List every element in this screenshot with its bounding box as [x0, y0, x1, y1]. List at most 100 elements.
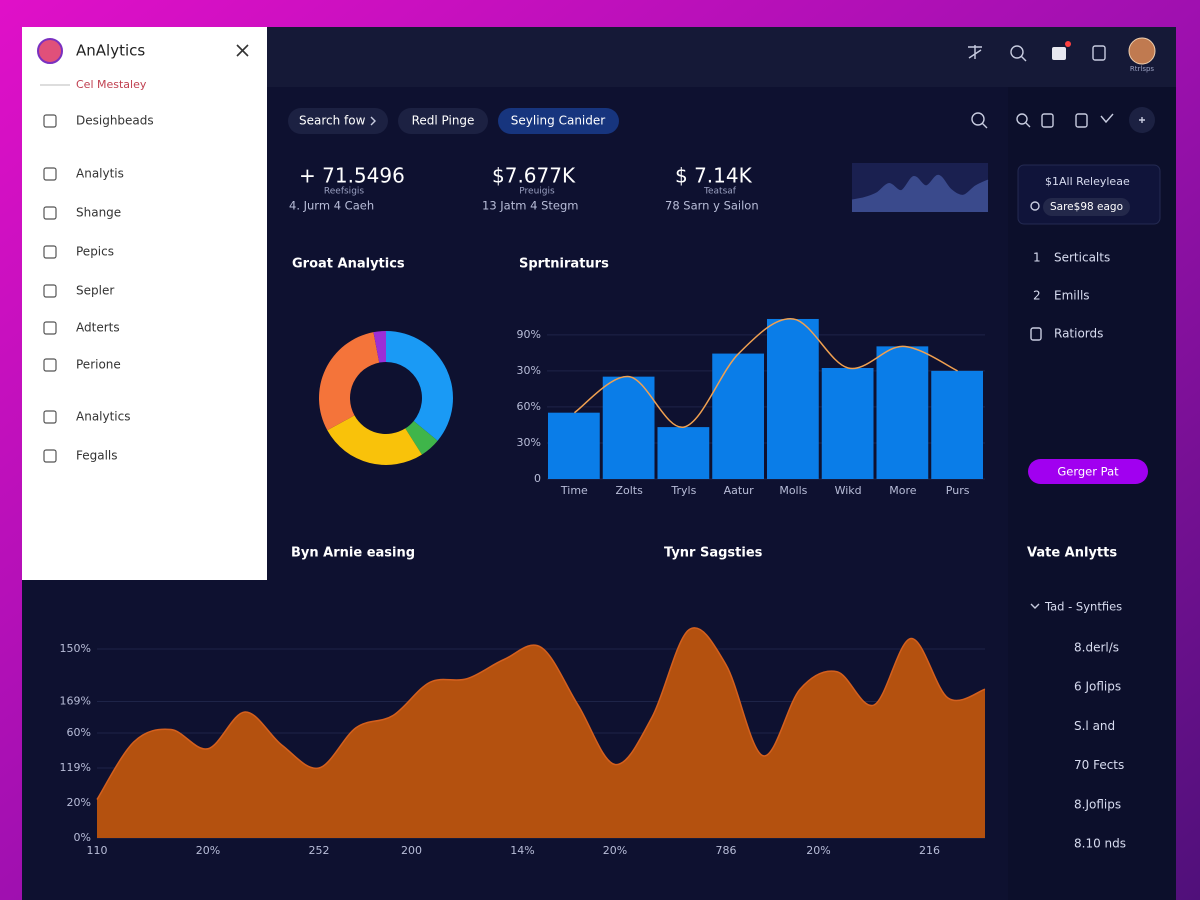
menu-icon	[43, 284, 57, 298]
menu-item[interactable]: Adterts	[76, 321, 120, 335]
x-tick-label: Purs	[946, 484, 970, 497]
kpi-detail: 78 Sarn y Sailon	[665, 199, 759, 213]
list-label: Serticalts	[1054, 251, 1110, 265]
list-label: Emills	[1054, 289, 1090, 303]
area	[97, 627, 985, 838]
group-item: S.l and	[1074, 719, 1115, 733]
charts: Groat Analytics Sprtniraturs 0 30% 60% 30% 90%…	[60, 174, 989, 857]
x-tick-label: 786	[716, 844, 737, 857]
y-tick-label: 150%	[60, 642, 91, 655]
panel-title: $1All Releyleae	[1045, 175, 1130, 188]
badge	[1065, 41, 1071, 47]
pill[interactable]	[398, 108, 488, 134]
group-title: Tad - Syntfies	[1044, 600, 1122, 614]
donut-slice	[373, 331, 386, 363]
x-tick-label: 110	[87, 844, 108, 857]
zoom-icon[interactable]	[1016, 113, 1028, 125]
top-icons[interactable]	[968, 37, 1156, 65]
print-icon[interactable]	[1075, 113, 1088, 128]
area	[852, 175, 988, 212]
search-handle	[1020, 55, 1027, 62]
close-button[interactable]	[236, 44, 249, 57]
sidebar-title: AnAlytics	[76, 42, 145, 60]
search-icon[interactable]	[1010, 45, 1024, 59]
pill-chevron	[370, 116, 376, 126]
kpi-value: $ 7.14K	[675, 164, 753, 188]
menu-item[interactable]: Sepler	[76, 284, 114, 298]
section-title: Vate Anlytts	[1027, 546, 1117, 561]
y-tick-label: 20%	[67, 796, 91, 809]
sidebar-menu: Desighbeads Analytis Shange Pepics Sepler Adt…	[43, 114, 154, 463]
menu-icon	[43, 410, 57, 424]
menu-item[interactable]: Fegalls	[76, 449, 118, 463]
menu-icon	[43, 167, 57, 181]
menu-icon	[43, 358, 57, 372]
y-tick-label: 30%	[517, 436, 541, 449]
menu-item[interactable]: Analytics	[76, 410, 131, 424]
x-tick-label: Aatur	[724, 484, 755, 497]
menu-item[interactable]: Perione	[76, 358, 121, 372]
sidebar	[22, 27, 267, 580]
x-tick-label: 252	[309, 844, 330, 857]
y-tick-label: 119%	[60, 761, 91, 774]
donut-slice	[405, 420, 438, 455]
donut-slice	[319, 332, 380, 431]
menu-item[interactable]: Desighbeads	[76, 114, 154, 128]
menu-icon	[43, 114, 57, 128]
bar	[712, 353, 764, 479]
group-item: 8.Joflips	[1074, 797, 1121, 811]
menu-item[interactable]: Pepics	[76, 245, 114, 259]
menu-item[interactable]: Shange	[76, 206, 121, 220]
x-tick-label: 14%	[510, 844, 534, 857]
chart-title: Sprtniraturs	[519, 257, 609, 272]
action-button[interactable]	[1028, 459, 1148, 484]
copy-icon[interactable]	[1041, 113, 1054, 128]
avatar[interactable]	[1128, 37, 1156, 65]
toolbar-icons[interactable]	[971, 107, 1155, 133]
gift-icon[interactable]	[1052, 47, 1066, 60]
x-tick-label: 200	[401, 844, 422, 857]
search-pill[interactable]	[1043, 198, 1130, 216]
doc-icon[interactable]	[1092, 45, 1106, 61]
kpi-detail: 4. Jurm 4 Caeh	[289, 199, 374, 213]
search-text: Sare$98 eago	[1050, 201, 1123, 213]
bar	[657, 427, 710, 479]
group-item: 6 Joflips	[1074, 680, 1121, 694]
x-tick-label: Molls	[779, 484, 807, 497]
bar	[767, 318, 819, 479]
kpi-label: Preuigis	[519, 187, 555, 197]
search-icon[interactable]	[971, 112, 985, 126]
pill-label: Redl Pinge	[412, 114, 475, 128]
group-item: 70 Fects	[1074, 758, 1124, 772]
pill-label: Seyling Canider	[511, 114, 605, 128]
kpi-value: + 71.5496	[299, 164, 405, 188]
x-tick-label: Wikd	[835, 484, 862, 497]
pill[interactable]	[288, 108, 388, 134]
kpi-label: Teatsaf	[703, 187, 737, 197]
y-tick-label: 169%	[60, 695, 91, 708]
y-tick-label: 30%	[517, 364, 541, 377]
bar	[548, 412, 600, 479]
chevron[interactable]	[1030, 603, 1040, 609]
bar	[821, 367, 874, 479]
bar	[876, 346, 929, 479]
bar	[931, 370, 983, 479]
sidebar-avatar	[37, 38, 63, 64]
pill-active[interactable]	[498, 108, 619, 134]
plus	[1139, 117, 1145, 123]
group-item: 8.10 nds	[1074, 837, 1126, 851]
menu-item[interactable]: Analytis	[76, 167, 124, 181]
sidebar-subtitle: Cel Mestaley	[76, 78, 147, 91]
search-icon	[1030, 201, 1040, 211]
list-icon	[1030, 327, 1042, 341]
translate-icon[interactable]	[968, 45, 982, 59]
y-tick-label: 0%	[74, 831, 91, 844]
x-tick-label: Tryls	[670, 484, 696, 497]
menu-icon	[43, 245, 57, 259]
menu-icon	[43, 321, 57, 335]
donut-slice	[327, 415, 422, 465]
y-tick-label: 60%	[67, 726, 91, 739]
chart-subtitle: Tynr Sagsties	[664, 546, 763, 561]
